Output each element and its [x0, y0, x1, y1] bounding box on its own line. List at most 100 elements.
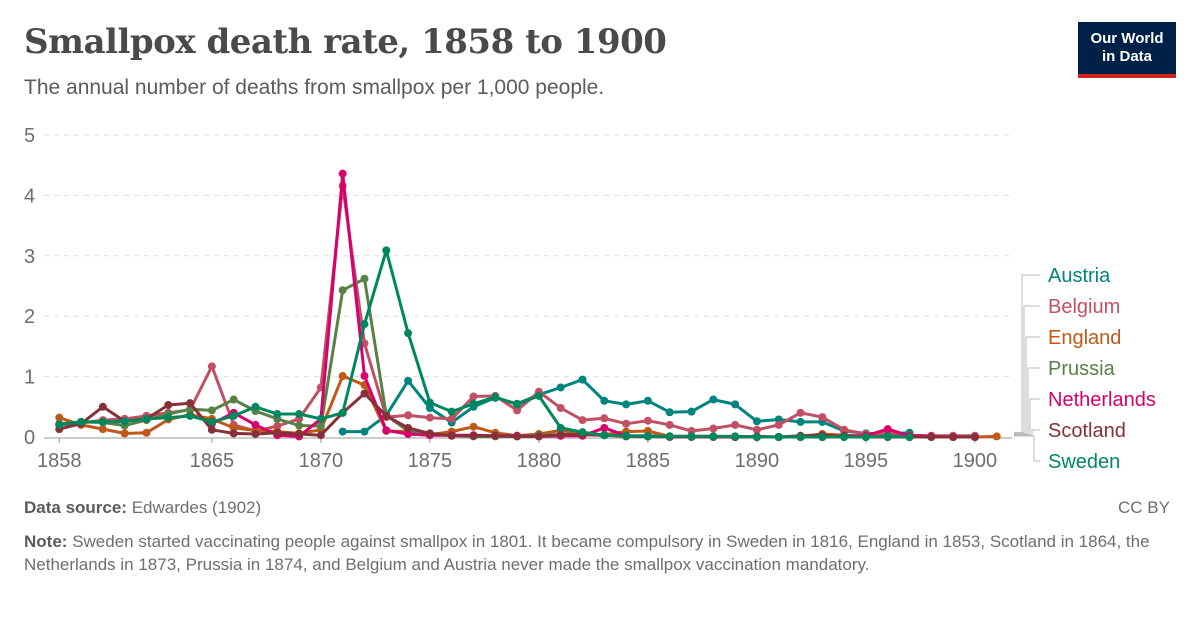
- data-point[interactable]: [251, 402, 260, 411]
- data-point[interactable]: [404, 423, 413, 432]
- data-point[interactable]: [752, 433, 761, 441]
- data-point[interactable]: [513, 400, 522, 409]
- data-point[interactable]: [578, 375, 587, 384]
- data-point[interactable]: [295, 429, 304, 438]
- data-point[interactable]: [600, 414, 609, 423]
- data-point[interactable]: [207, 362, 216, 371]
- data-point[interactable]: [164, 400, 173, 409]
- data-point[interactable]: [578, 428, 587, 437]
- data-point[interactable]: [883, 425, 892, 434]
- data-point[interactable]: [469, 431, 478, 440]
- data-point[interactable]: [970, 433, 979, 441]
- legend-label-austria[interactable]: Austria: [1048, 265, 1111, 287]
- data-point[interactable]: [338, 408, 347, 417]
- series-line[interactable]: [59, 248, 910, 439]
- data-point[interactable]: [360, 427, 369, 436]
- data-point[interactable]: [534, 391, 543, 400]
- data-point[interactable]: [513, 432, 522, 441]
- data-point[interactable]: [709, 432, 718, 441]
- data-point[interactable]: [338, 286, 347, 295]
- data-point[interactable]: [709, 395, 718, 404]
- legend-label-netherlands[interactable]: Netherlands: [1048, 389, 1156, 411]
- data-point[interactable]: [186, 411, 195, 420]
- data-point[interactable]: [295, 410, 304, 419]
- owid-logo[interactable]: Our World in Data: [1078, 22, 1176, 78]
- data-point[interactable]: [382, 411, 391, 420]
- data-point[interactable]: [55, 413, 64, 422]
- data-point[interactable]: [556, 430, 565, 439]
- data-point[interactable]: [774, 420, 783, 429]
- data-point[interactable]: [338, 169, 347, 178]
- data-point[interactable]: [120, 429, 129, 438]
- data-point[interactable]: [404, 329, 413, 338]
- data-point[interactable]: [425, 413, 434, 422]
- data-point[interactable]: [77, 417, 86, 426]
- data-point[interactable]: [796, 417, 805, 426]
- data-point[interactable]: [731, 400, 740, 409]
- data-point[interactable]: [360, 371, 369, 380]
- series-sweden[interactable]: [55, 246, 914, 441]
- data-point[interactable]: [447, 431, 456, 440]
- data-point[interactable]: [55, 420, 64, 429]
- data-point[interactable]: [229, 395, 238, 404]
- data-point[interactable]: [665, 420, 674, 429]
- legend[interactable]: Austria Belgium England Prussia Netherlands S…: [1014, 265, 1156, 473]
- data-point[interactable]: [992, 432, 1001, 441]
- series-netherlands[interactable]: [207, 169, 979, 441]
- data-point[interactable]: [382, 426, 391, 435]
- data-source-link[interactable]: Edwardes (1902): [131, 498, 262, 517]
- data-point[interactable]: [338, 371, 347, 380]
- data-point[interactable]: [98, 402, 107, 411]
- data-point[interactable]: [687, 432, 696, 441]
- data-point[interactable]: [556, 423, 565, 432]
- data-point[interactable]: [425, 429, 434, 438]
- data-point[interactable]: [360, 274, 369, 283]
- data-point[interactable]: [273, 428, 282, 437]
- data-point[interactable]: [731, 432, 740, 441]
- data-point[interactable]: [186, 399, 195, 408]
- data-point[interactable]: [142, 428, 151, 437]
- series-line[interactable]: [59, 184, 975, 438]
- data-point[interactable]: [404, 411, 413, 420]
- legend-label-prussia[interactable]: Prussia: [1048, 358, 1116, 380]
- data-point[interactable]: [600, 431, 609, 440]
- data-point[interactable]: [360, 389, 369, 398]
- data-point[interactable]: [447, 407, 456, 416]
- data-point[interactable]: [98, 425, 107, 434]
- data-point[interactable]: [142, 414, 151, 423]
- data-point[interactable]: [120, 417, 129, 426]
- data-point[interactable]: [207, 406, 216, 415]
- data-point[interactable]: [273, 410, 282, 419]
- series-england[interactable]: [55, 371, 1001, 441]
- data-point[interactable]: [600, 396, 609, 405]
- legend-label-england[interactable]: England: [1048, 327, 1121, 349]
- data-point[interactable]: [316, 422, 325, 431]
- data-point[interactable]: [98, 417, 107, 426]
- data-point[interactable]: [469, 392, 478, 401]
- license-link[interactable]: CC BY: [1118, 498, 1170, 517]
- data-point[interactable]: [709, 424, 718, 433]
- data-point[interactable]: [840, 433, 849, 441]
- data-point[interactable]: [382, 246, 391, 255]
- data-point[interactable]: [556, 404, 565, 413]
- data-point[interactable]: [665, 432, 674, 441]
- data-point[interactable]: [818, 413, 827, 422]
- data-point[interactable]: [622, 419, 631, 428]
- data-point[interactable]: [643, 416, 652, 425]
- legend-label-sweden[interactable]: Sweden: [1048, 451, 1120, 473]
- data-point[interactable]: [251, 429, 260, 438]
- data-point[interactable]: [316, 414, 325, 423]
- data-point[interactable]: [207, 425, 216, 434]
- data-point[interactable]: [251, 420, 260, 429]
- data-point[interactable]: [229, 411, 238, 420]
- data-point[interactable]: [556, 383, 565, 392]
- data-point[interactable]: [491, 393, 500, 402]
- data-point[interactable]: [404, 376, 413, 385]
- data-point[interactable]: [578, 416, 587, 425]
- data-point[interactable]: [796, 408, 805, 417]
- data-point[interactable]: [316, 431, 325, 440]
- data-point[interactable]: [949, 433, 958, 441]
- series-line[interactable]: [58, 374, 997, 439]
- data-point[interactable]: [491, 431, 500, 440]
- data-point[interactable]: [622, 400, 631, 409]
